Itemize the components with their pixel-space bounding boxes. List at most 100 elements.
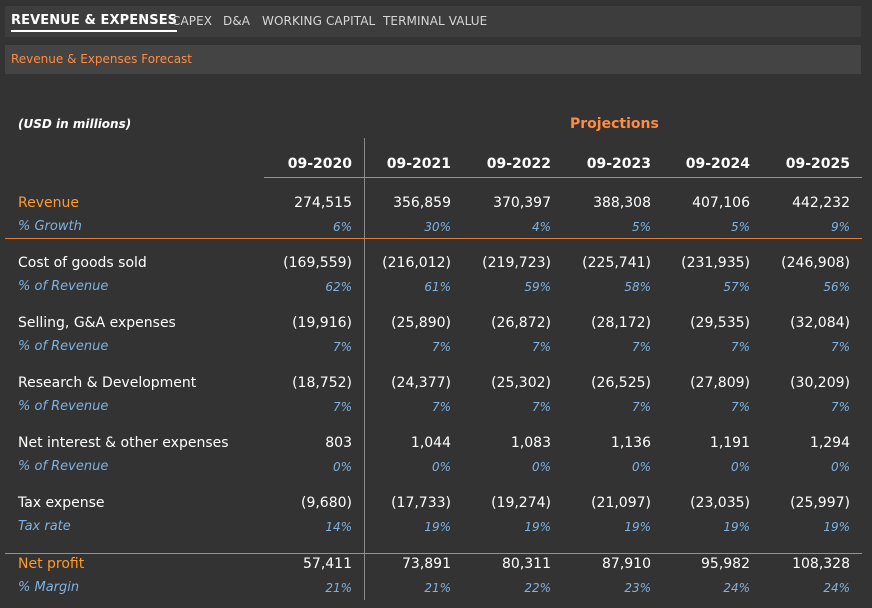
- cell-value: (17,733): [391, 495, 451, 511]
- cell-value: 1,083: [510, 435, 551, 451]
- tab-bar: REVENUE & EXPENSES CAPEX D&A WORKING CAP…: [5, 6, 861, 37]
- period-header: 09-2020: [287, 156, 352, 172]
- cell-value: 57,411: [303, 556, 352, 572]
- row-label: Net interest & other expenses: [18, 435, 229, 451]
- revenue-rule: [5, 238, 862, 239]
- cell-percent: 7%: [631, 400, 651, 414]
- cell-percent: 22%: [524, 581, 551, 595]
- cell-percent: 7%: [332, 400, 352, 414]
- cell-percent: 7%: [730, 340, 750, 354]
- cell-value: 108,328: [792, 556, 850, 572]
- row-sub-label: % Margin: [18, 580, 80, 595]
- cell-value: (25,890): [391, 315, 451, 331]
- cell-percent: 7%: [531, 400, 551, 414]
- tab-revenue-expenses[interactable]: REVENUE & EXPENSES: [11, 13, 178, 32]
- cell-percent: 23%: [624, 581, 651, 595]
- row-sub-label: Tax rate: [18, 519, 71, 534]
- tab-working-capital[interactable]: WORKING CAPITAL: [262, 14, 376, 28]
- units-label: (USD in millions): [18, 117, 132, 131]
- cell-percent: 7%: [531, 340, 551, 354]
- cell-percent: 21%: [325, 581, 352, 595]
- cell-value: (18,752): [292, 375, 352, 391]
- cell-percent: 0%: [332, 460, 352, 474]
- cell-value: (24,377): [391, 375, 451, 391]
- tab-da[interactable]: D&A: [223, 14, 251, 28]
- cell-percent: 58%: [624, 280, 651, 294]
- cell-percent: 56%: [823, 280, 850, 294]
- cell-value: 1,191: [709, 435, 750, 451]
- row-label: Selling, G&A expenses: [18, 315, 176, 331]
- cell-percent: 4%: [531, 220, 551, 234]
- cell-percent: 19%: [524, 520, 551, 534]
- cell-value: (216,012): [382, 255, 451, 271]
- column-divider: [364, 138, 365, 600]
- net-profit-rule: [5, 553, 862, 554]
- cell-value: (26,872): [491, 315, 551, 331]
- period-header: 09-2023: [586, 156, 651, 172]
- cell-value: (19,916): [292, 315, 352, 331]
- cell-value: (231,935): [681, 255, 750, 271]
- cell-value: (225,741): [582, 255, 651, 271]
- tab-terminal-value[interactable]: TERMINAL VALUE: [383, 14, 488, 28]
- subtitle-bar: Revenue & Expenses Forecast: [5, 45, 861, 74]
- cell-percent: 6%: [332, 220, 352, 234]
- cell-percent: 30%: [424, 220, 451, 234]
- cell-percent: 7%: [830, 400, 850, 414]
- cell-percent: 62%: [325, 280, 352, 294]
- cell-value: 803: [325, 435, 352, 451]
- cell-value: 1,136: [610, 435, 651, 451]
- cell-value: 80,311: [502, 556, 551, 572]
- cell-percent: 9%: [830, 220, 850, 234]
- row-label: Revenue: [18, 195, 79, 211]
- row-sub-label: % of Revenue: [18, 279, 109, 294]
- cell-value: (25,997): [790, 495, 850, 511]
- period-header: 09-2021: [386, 156, 451, 172]
- cell-percent: 59%: [524, 280, 551, 294]
- cell-percent: 0%: [631, 460, 651, 474]
- projections-label: Projections: [570, 116, 659, 132]
- cell-percent: 24%: [723, 581, 750, 595]
- cell-value: 274,515: [294, 195, 352, 211]
- cell-percent: 19%: [624, 520, 651, 534]
- cell-value: (30,209): [790, 375, 850, 391]
- cell-percent: 57%: [723, 280, 750, 294]
- cell-percent: 7%: [730, 400, 750, 414]
- cell-percent: 0%: [531, 460, 551, 474]
- cell-value: (27,809): [690, 375, 750, 391]
- cell-percent: 14%: [325, 520, 352, 534]
- cell-value: 442,232: [792, 195, 850, 211]
- cell-value: 95,982: [701, 556, 750, 572]
- page-subtitle: Revenue & Expenses Forecast: [11, 52, 193, 66]
- cell-percent: 0%: [830, 460, 850, 474]
- row-sub-label: % Growth: [18, 219, 82, 234]
- cell-value: (246,908): [781, 255, 850, 271]
- cell-value: (26,525): [591, 375, 651, 391]
- cell-percent: 24%: [823, 581, 850, 595]
- cell-percent: 21%: [424, 581, 451, 595]
- tab-capex[interactable]: CAPEX: [172, 14, 213, 28]
- cell-value: (32,084): [790, 315, 850, 331]
- row-sub-label: % of Revenue: [18, 339, 109, 354]
- cell-value: (23,035): [690, 495, 750, 511]
- period-header: 09-2024: [685, 156, 750, 172]
- row-label: Tax expense: [18, 495, 105, 511]
- header-rule: [264, 177, 862, 178]
- row-label: Cost of goods sold: [18, 255, 147, 271]
- cell-value: 370,397: [493, 195, 551, 211]
- cell-value: (28,172): [591, 315, 651, 331]
- cell-value: (219,723): [482, 255, 551, 271]
- cell-value: 356,859: [393, 195, 451, 211]
- cell-percent: 7%: [631, 340, 651, 354]
- cell-percent: 19%: [723, 520, 750, 534]
- cell-value: (29,535): [690, 315, 750, 331]
- cell-percent: 7%: [332, 340, 352, 354]
- period-header: 09-2022: [486, 156, 551, 172]
- cell-value: 87,910: [602, 556, 651, 572]
- row-label: Net profit: [18, 556, 85, 572]
- cell-value: 1,294: [809, 435, 850, 451]
- cell-value: 407,106: [692, 195, 750, 211]
- cell-value: 73,891: [402, 556, 451, 572]
- cell-percent: 7%: [431, 340, 451, 354]
- period-header: 09-2025: [785, 156, 850, 172]
- cell-value: (21,097): [591, 495, 651, 511]
